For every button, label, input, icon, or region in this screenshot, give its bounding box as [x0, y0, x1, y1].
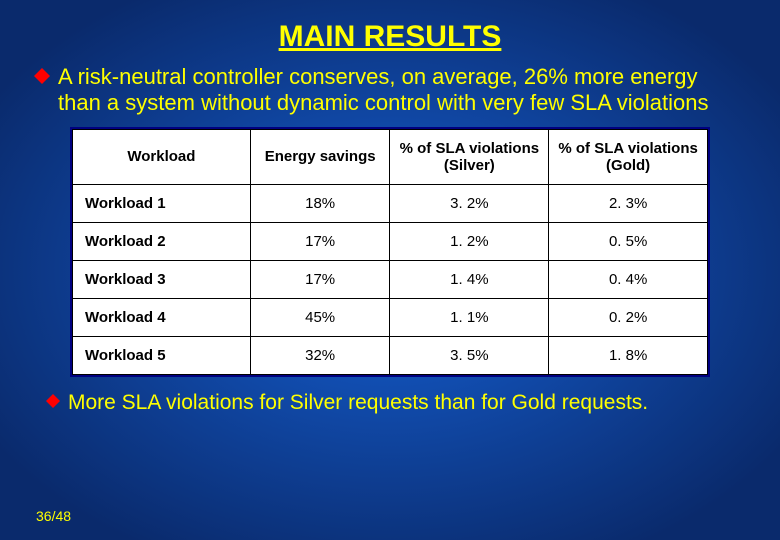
cell-silver: 1. 1%	[390, 298, 549, 336]
main-bullet-text: A risk-neutral controller conserves, on …	[58, 64, 746, 117]
col-header-silver: % of SLA violations (Silver)	[390, 129, 549, 184]
cell-workload: Workload 2	[73, 222, 251, 260]
cell-gold: 0. 5%	[549, 222, 708, 260]
table-header-row: Workload Energy savings % of SLA violati…	[73, 129, 708, 184]
slide: MAIN RESULTS A risk-neutral controller c…	[0, 0, 780, 540]
col-header-workload: Workload	[73, 129, 251, 184]
cell-workload: Workload 5	[73, 336, 251, 374]
main-bullet: A risk-neutral controller conserves, on …	[34, 64, 746, 117]
cell-energy: 32%	[250, 336, 390, 374]
cell-silver: 1. 4%	[390, 260, 549, 298]
footer-bullet-text: More SLA violations for Silver requests …	[68, 391, 648, 415]
diamond-icon	[46, 394, 60, 413]
cell-gold: 2. 3%	[549, 184, 708, 222]
cell-workload: Workload 3	[73, 260, 251, 298]
cell-energy: 18%	[250, 184, 390, 222]
cell-silver: 3. 5%	[390, 336, 549, 374]
table-row: Workload 1 18% 3. 2% 2. 3%	[73, 184, 708, 222]
table-row: Workload 5 32% 3. 5% 1. 8%	[73, 336, 708, 374]
cell-silver: 1. 2%	[390, 222, 549, 260]
cell-silver: 3. 2%	[390, 184, 549, 222]
slide-title: MAIN RESULTS	[28, 20, 752, 54]
cell-energy: 45%	[250, 298, 390, 336]
diamond-icon	[34, 68, 50, 89]
cell-energy: 17%	[250, 222, 390, 260]
cell-workload: Workload 1	[73, 184, 251, 222]
col-header-energy: Energy savings	[250, 129, 390, 184]
cell-energy: 17%	[250, 260, 390, 298]
cell-workload: Workload 4	[73, 298, 251, 336]
footer-bullet: More SLA violations for Silver requests …	[46, 391, 746, 415]
cell-gold: 1. 8%	[549, 336, 708, 374]
results-table-wrap: Workload Energy savings % of SLA violati…	[70, 127, 710, 377]
results-table: Workload Energy savings % of SLA violati…	[72, 129, 708, 375]
cell-gold: 0. 2%	[549, 298, 708, 336]
table-row: Workload 3 17% 1. 4% 0. 4%	[73, 260, 708, 298]
table-row: Workload 2 17% 1. 2% 0. 5%	[73, 222, 708, 260]
cell-gold: 0. 4%	[549, 260, 708, 298]
table-row: Workload 4 45% 1. 1% 0. 2%	[73, 298, 708, 336]
col-header-gold: % of SLA violations (Gold)	[549, 129, 708, 184]
page-number: 36/48	[36, 508, 71, 524]
